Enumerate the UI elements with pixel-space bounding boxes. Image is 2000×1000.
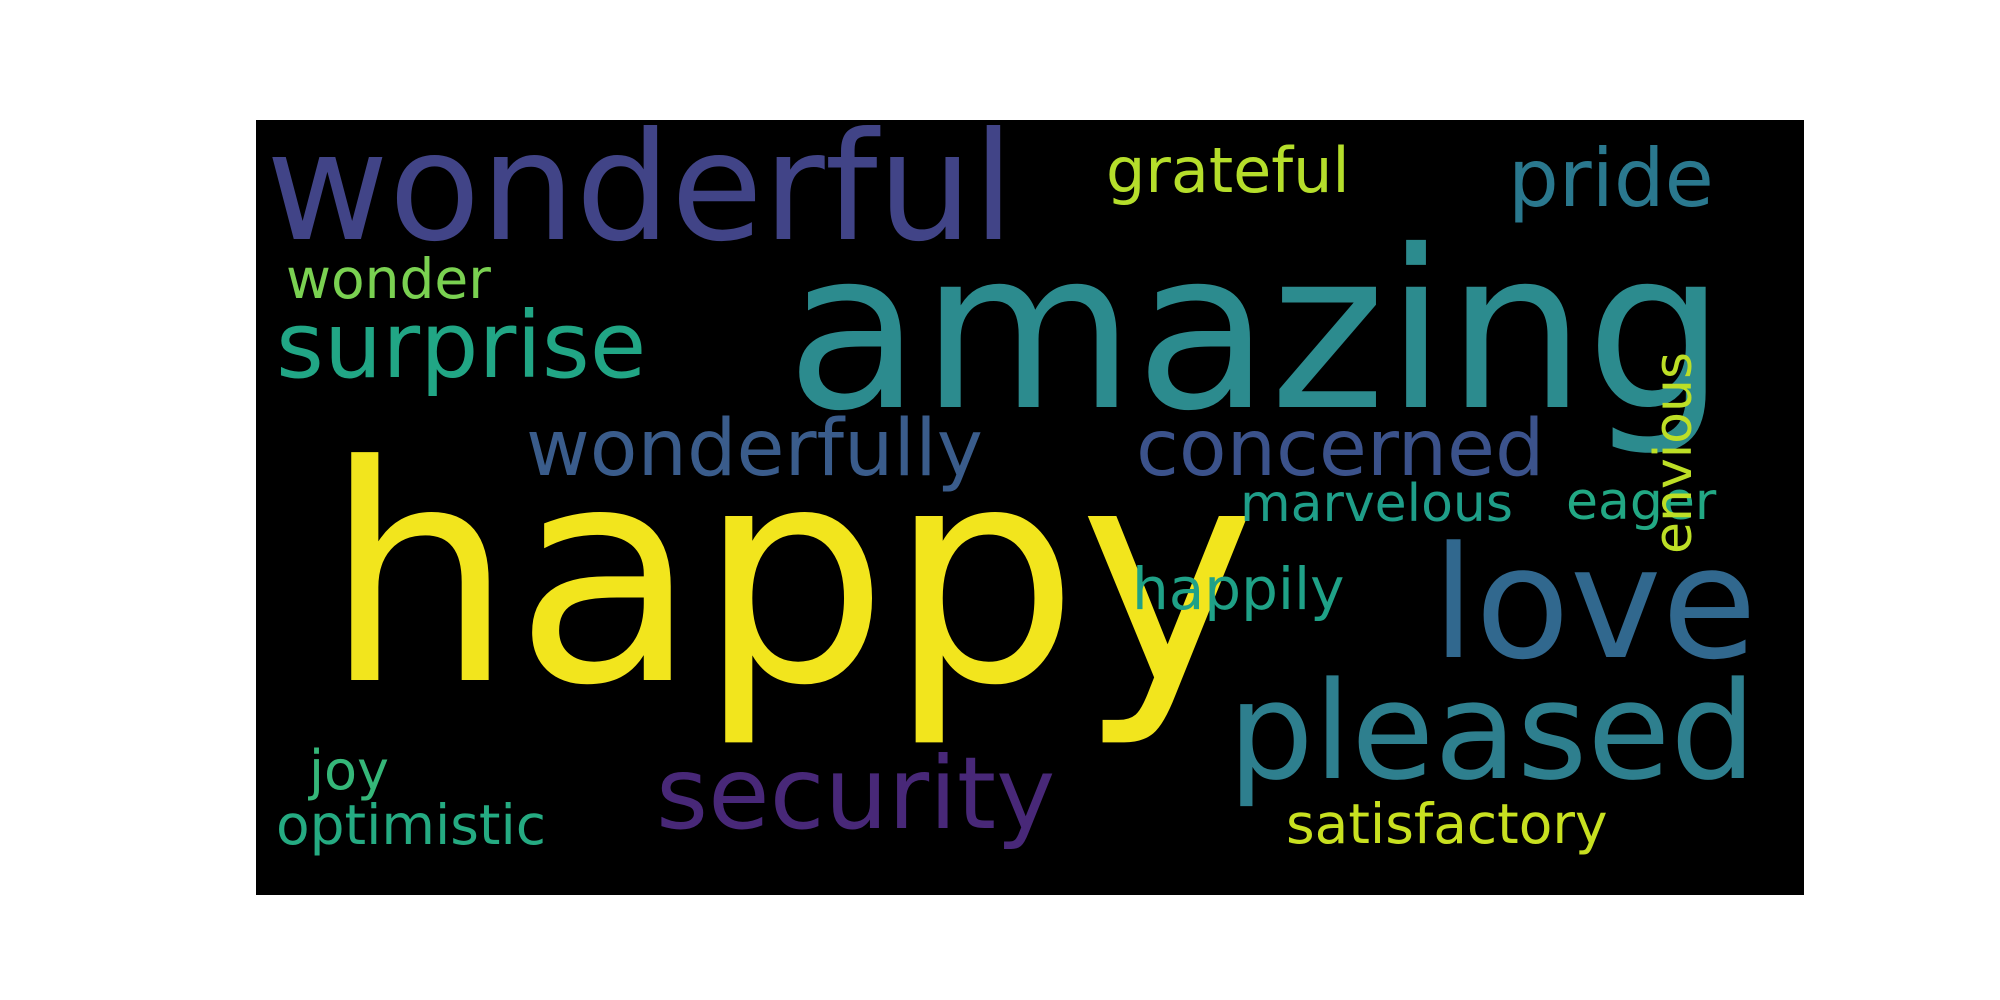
word-eager: eager — [1566, 472, 1717, 532]
word-envious: envious — [1644, 351, 1704, 554]
word-joy: joy — [309, 739, 389, 802]
word-love: love — [1432, 513, 1757, 694]
word-marvelous: marvelous — [1240, 474, 1513, 534]
word-wonder: wonder — [286, 247, 491, 311]
word-wonderful: wonderful — [266, 120, 1015, 275]
word-amazing: amazing — [786, 203, 1726, 459]
word-happy: happy — [324, 402, 1257, 751]
word-pride: pride — [1508, 132, 1714, 225]
word-concerned: concerned — [1136, 404, 1545, 494]
word-satisfactory: satisfactory — [1286, 792, 1608, 856]
word-optimistic: optimistic — [276, 793, 547, 857]
word-pleased: pleased — [1228, 653, 1757, 810]
word-wonderfully: wonderfully — [526, 404, 983, 494]
word-surprise: surprise — [276, 292, 647, 399]
word-grateful: grateful — [1106, 134, 1350, 207]
word-cloud: happy amazing wonderful love pleased sec… — [256, 120, 1804, 895]
word-security: security — [656, 735, 1056, 852]
word-happily: happily — [1132, 555, 1345, 623]
